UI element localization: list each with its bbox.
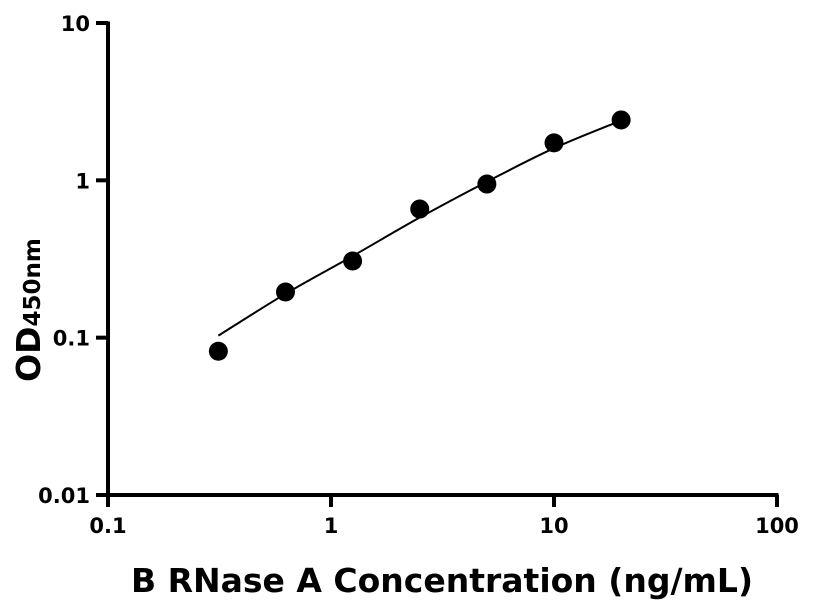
data-point <box>343 251 363 271</box>
x-tick-label: 10 <box>539 514 568 538</box>
data-point <box>611 110 631 130</box>
data-point <box>410 199 430 219</box>
x-tick-label: 1 <box>324 514 339 538</box>
y-axis-label: OD450nm <box>9 238 48 382</box>
data-points <box>208 110 631 361</box>
y-axis-label-sub: 450nm <box>20 238 46 326</box>
y-tick-label: 0.01 <box>38 484 90 508</box>
data-point <box>477 174 497 194</box>
y-tick-label: 1 <box>75 169 90 193</box>
fit-curve <box>217 119 622 337</box>
data-point <box>208 341 228 361</box>
x-tick-label: 0.1 <box>89 514 126 538</box>
y-tick-label: 0.1 <box>53 327 90 351</box>
y-axis-label-main: OD <box>9 326 48 381</box>
svg-text:OD450nm: OD450nm <box>9 238 48 382</box>
y-tick-label: 10 <box>61 12 90 36</box>
x-axis-label: B RNase A Concentration (ng/mL) <box>131 561 753 600</box>
data-point <box>544 133 564 153</box>
axes: 0.1 1 10 100 0.01 0.1 1 10 <box>38 12 799 538</box>
x-tick-label: 100 <box>755 514 799 538</box>
data-point <box>275 282 295 302</box>
